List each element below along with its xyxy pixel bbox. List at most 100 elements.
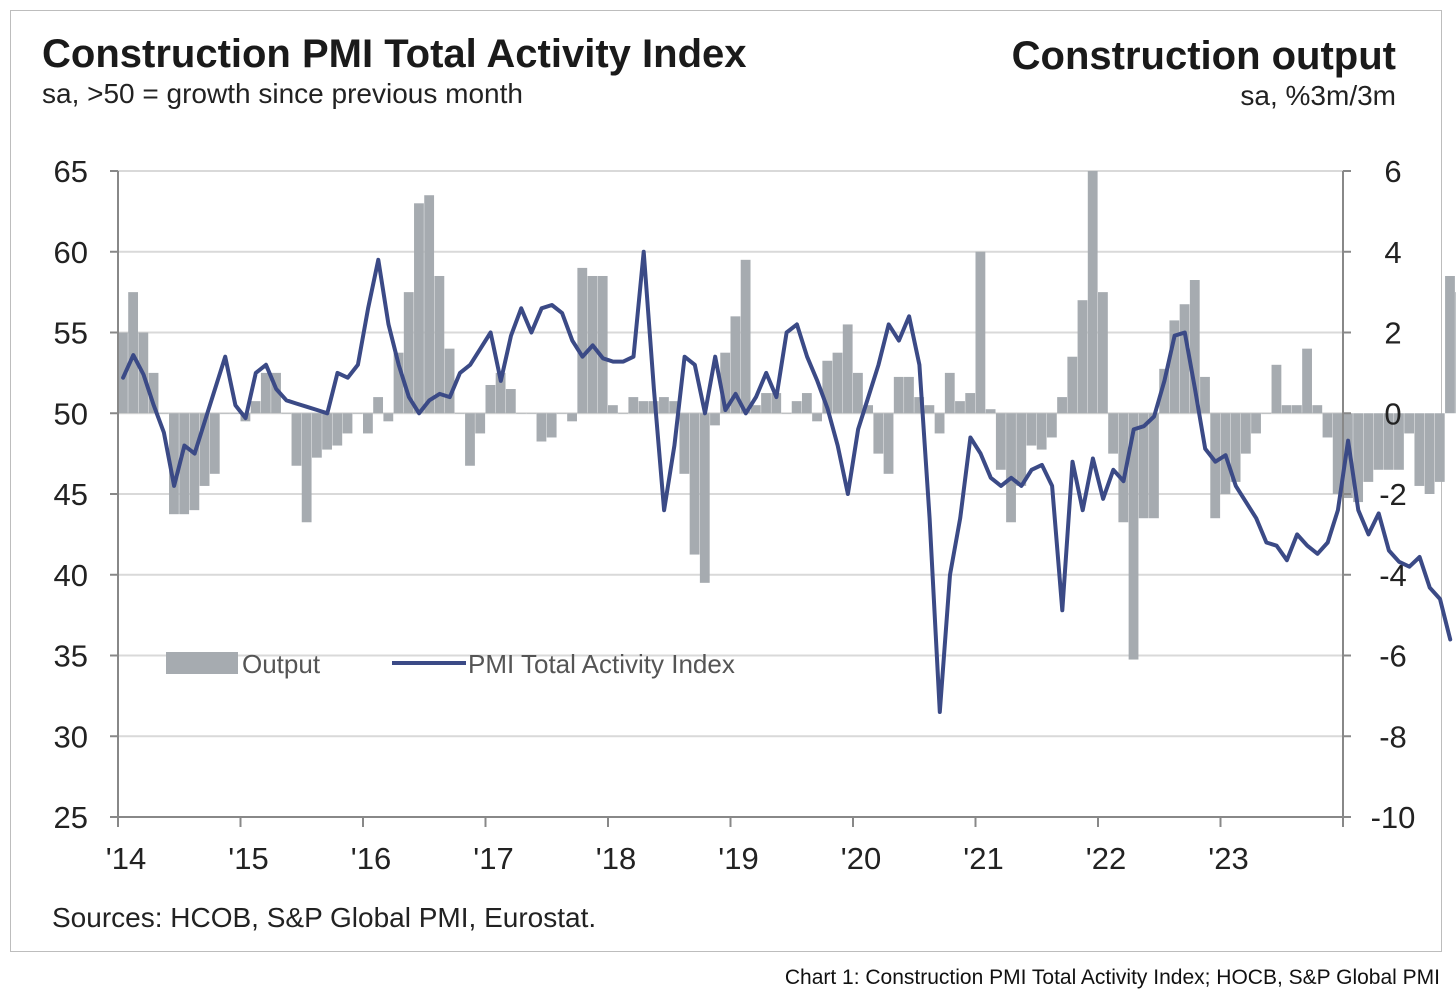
output-bar <box>781 413 792 414</box>
output-bar <box>158 413 169 414</box>
output-bar <box>699 413 710 583</box>
output-bar <box>495 372 506 414</box>
output-bar <box>1332 413 1343 494</box>
output-bar <box>465 413 475 466</box>
output-bar <box>342 413 353 434</box>
y-left-tick-label: 35 <box>54 639 88 674</box>
output-bar <box>403 292 414 414</box>
output-bar <box>995 413 1006 470</box>
output-bar <box>1363 413 1374 482</box>
output-bar <box>1036 413 1047 450</box>
output-bar <box>250 401 261 414</box>
output-bar <box>169 413 179 515</box>
y-right-tick-label: 2 <box>1384 316 1401 351</box>
y-left-tick-label: 60 <box>54 235 88 270</box>
output-bar <box>1383 413 1394 470</box>
output-bar <box>516 413 526 414</box>
output-bar <box>454 413 465 414</box>
output-bar <box>791 401 802 414</box>
output-bar <box>863 405 874 414</box>
output-bar <box>1210 413 1221 519</box>
pmi-line-layer <box>121 249 1453 714</box>
output-bar <box>577 267 588 414</box>
output-bar <box>1281 405 1292 414</box>
y-right-tick-label: -10 <box>1371 800 1416 835</box>
output-bar <box>659 397 669 414</box>
output-bar <box>322 413 332 450</box>
output-bar <box>801 393 812 414</box>
output-bar <box>301 413 312 523</box>
output-bar <box>710 413 720 426</box>
output-bar <box>230 413 241 414</box>
x-tick-label: '21 <box>963 841 1003 876</box>
output-bar <box>842 324 853 414</box>
output-bar <box>383 413 394 422</box>
output-bar <box>1016 413 1027 486</box>
output-bar <box>1098 292 1108 414</box>
output-bar <box>424 195 435 414</box>
output-bar <box>260 372 271 414</box>
x-tick-label: '18 <box>596 841 636 876</box>
output-bar <box>1230 413 1241 482</box>
output-bar <box>618 413 629 414</box>
output-bar <box>1353 413 1364 503</box>
output-bar <box>771 393 782 414</box>
output-bar <box>985 409 996 414</box>
output-bar <box>1200 376 1210 414</box>
legend: Output PMI Total Activity Index <box>166 649 735 679</box>
y-right-tick-label: 4 <box>1384 235 1401 270</box>
output-bar <box>638 401 649 414</box>
output-bar <box>955 401 965 414</box>
chart-title-left: Construction PMI Total Activity Index <box>42 32 747 76</box>
output-bar <box>1302 348 1312 414</box>
output-bar <box>291 413 302 466</box>
y-left-tick-label: 50 <box>54 396 88 431</box>
output-bar <box>118 332 128 414</box>
output-bar <box>904 376 914 414</box>
output-bar <box>832 352 843 414</box>
output-bar <box>750 405 761 414</box>
output-bar <box>567 413 577 422</box>
output-bar <box>873 413 884 454</box>
output-bar <box>1434 413 1445 482</box>
x-tick-label: '15 <box>228 841 268 876</box>
output-bar <box>597 275 608 414</box>
output-bar <box>363 413 373 434</box>
output-bar <box>281 413 292 414</box>
output-bar <box>352 413 363 414</box>
output-bar <box>924 405 935 414</box>
output-bar <box>730 316 741 414</box>
y-right-tick-label: 6 <box>1384 154 1401 189</box>
output-bar <box>1128 413 1139 660</box>
output-bar <box>485 384 496 414</box>
output-bar <box>689 413 700 555</box>
output-bar <box>332 413 343 446</box>
output-bar <box>444 348 455 414</box>
output-bar <box>1057 397 1067 414</box>
y-left-tick-label: 40 <box>54 558 88 593</box>
output-bar <box>1261 413 1272 414</box>
x-tick-label: '17 <box>473 841 513 876</box>
output-bar <box>189 413 200 511</box>
output-bar <box>1026 413 1037 446</box>
output-bar <box>965 393 976 414</box>
output-bar <box>220 413 230 414</box>
output-bar <box>128 292 139 414</box>
x-tick-label: '23 <box>1208 841 1248 876</box>
output-bar <box>1189 280 1200 414</box>
output-bar <box>628 397 639 414</box>
output-bar <box>1414 413 1425 486</box>
output-bar <box>209 413 220 474</box>
output-bar <box>475 413 486 434</box>
output-bar <box>1291 405 1302 414</box>
x-tick-label: '19 <box>718 841 758 876</box>
legend-output-swatch <box>166 652 238 674</box>
output-bar <box>1271 364 1282 414</box>
chart-subtitle-left: sa, >50 = growth since previous month <box>42 78 523 109</box>
output-bar <box>556 413 567 414</box>
output-bar <box>1138 413 1149 519</box>
output-bar <box>199 413 210 486</box>
y-left-tick-label: 45 <box>54 477 88 512</box>
output-bar <box>526 413 537 414</box>
